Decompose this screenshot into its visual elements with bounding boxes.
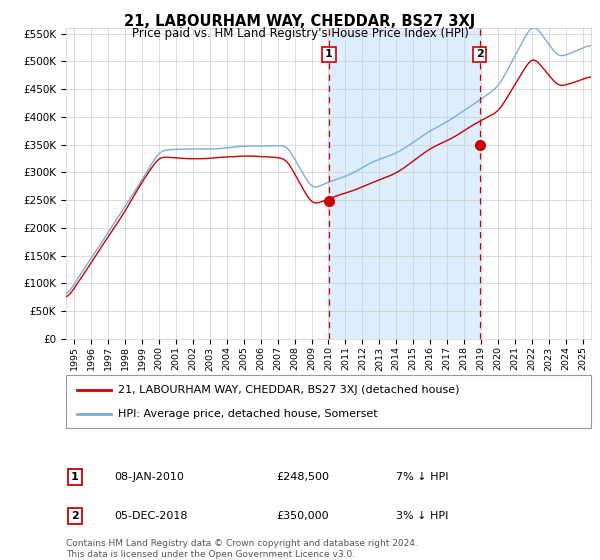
Bar — [329, 28, 479, 339]
Text: 21, LABOURHAM WAY, CHEDDAR, BS27 3XJ (detached house): 21, LABOURHAM WAY, CHEDDAR, BS27 3XJ (de… — [119, 385, 460, 395]
Text: 1: 1 — [71, 472, 79, 482]
FancyBboxPatch shape — [66, 375, 591, 428]
Text: 2: 2 — [476, 49, 484, 59]
Text: 3% ↓ HPI: 3% ↓ HPI — [396, 511, 448, 521]
Text: 21, LABOURHAM WAY, CHEDDAR, BS27 3XJ: 21, LABOURHAM WAY, CHEDDAR, BS27 3XJ — [124, 14, 476, 29]
Text: 2: 2 — [71, 511, 79, 521]
Text: HPI: Average price, detached house, Somerset: HPI: Average price, detached house, Some… — [119, 408, 378, 418]
Text: £248,500: £248,500 — [276, 472, 329, 482]
Text: This data is licensed under the Open Government Licence v3.0.: This data is licensed under the Open Gov… — [66, 550, 355, 559]
Text: 1: 1 — [325, 49, 333, 59]
Text: 05-DEC-2018: 05-DEC-2018 — [114, 511, 187, 521]
Text: Price paid vs. HM Land Registry's House Price Index (HPI): Price paid vs. HM Land Registry's House … — [131, 27, 469, 40]
Text: Contains HM Land Registry data © Crown copyright and database right 2024.: Contains HM Land Registry data © Crown c… — [66, 539, 418, 548]
Text: 7% ↓ HPI: 7% ↓ HPI — [396, 472, 449, 482]
Text: £350,000: £350,000 — [276, 511, 329, 521]
Text: 08-JAN-2010: 08-JAN-2010 — [114, 472, 184, 482]
